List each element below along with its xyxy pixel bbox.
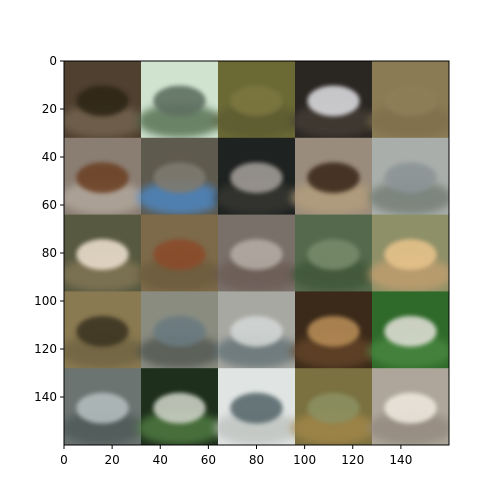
image-tile bbox=[368, 61, 449, 139]
y-tick-label: 100 bbox=[34, 294, 57, 308]
x-tick-label: 40 bbox=[153, 453, 168, 467]
image-tile bbox=[137, 291, 222, 369]
x-tick-label: 120 bbox=[341, 453, 364, 467]
x-tick-label: 140 bbox=[389, 453, 412, 467]
x-tick-label: 80 bbox=[249, 453, 264, 467]
image-tile bbox=[137, 137, 222, 216]
y-tick-label: 140 bbox=[34, 390, 57, 404]
y-tick-label: 0 bbox=[49, 54, 57, 68]
x-axis: 0 20 40 60 80 100 120 140 bbox=[60, 445, 412, 467]
y-tick-label: 120 bbox=[34, 342, 57, 356]
image-tile bbox=[368, 368, 449, 445]
image-tile bbox=[291, 61, 376, 139]
image-tile bbox=[214, 214, 299, 292]
image-tile bbox=[291, 214, 376, 292]
image-tile bbox=[64, 291, 145, 369]
image-tile bbox=[214, 291, 299, 369]
image-tiles bbox=[64, 61, 449, 445]
image-tile bbox=[64, 368, 145, 445]
y-tick-label: 20 bbox=[42, 102, 57, 116]
image-tile bbox=[291, 368, 376, 445]
image-tile bbox=[64, 61, 145, 139]
x-tick-label: 0 bbox=[60, 453, 68, 467]
image-tile bbox=[368, 214, 449, 292]
x-tick-label: 100 bbox=[293, 453, 316, 467]
image-tile bbox=[368, 137, 449, 216]
y-tick-label: 40 bbox=[42, 150, 57, 164]
y-axis: 0 20 40 60 80 100 120 140 bbox=[34, 54, 64, 404]
image-tile bbox=[214, 137, 299, 216]
image-tile bbox=[137, 214, 222, 292]
image-tile bbox=[214, 368, 299, 445]
image-tile bbox=[291, 291, 376, 369]
image-tile bbox=[137, 61, 222, 139]
image-tile bbox=[291, 137, 376, 216]
x-tick-label: 20 bbox=[104, 453, 119, 467]
y-tick-label: 80 bbox=[42, 246, 57, 260]
image-tile bbox=[368, 291, 449, 369]
image-tile bbox=[64, 214, 145, 292]
image-tile bbox=[137, 368, 222, 445]
image-tile bbox=[214, 61, 299, 139]
y-tick-label: 60 bbox=[42, 198, 57, 212]
image-tile bbox=[64, 137, 145, 216]
x-tick-label: 60 bbox=[201, 453, 216, 467]
